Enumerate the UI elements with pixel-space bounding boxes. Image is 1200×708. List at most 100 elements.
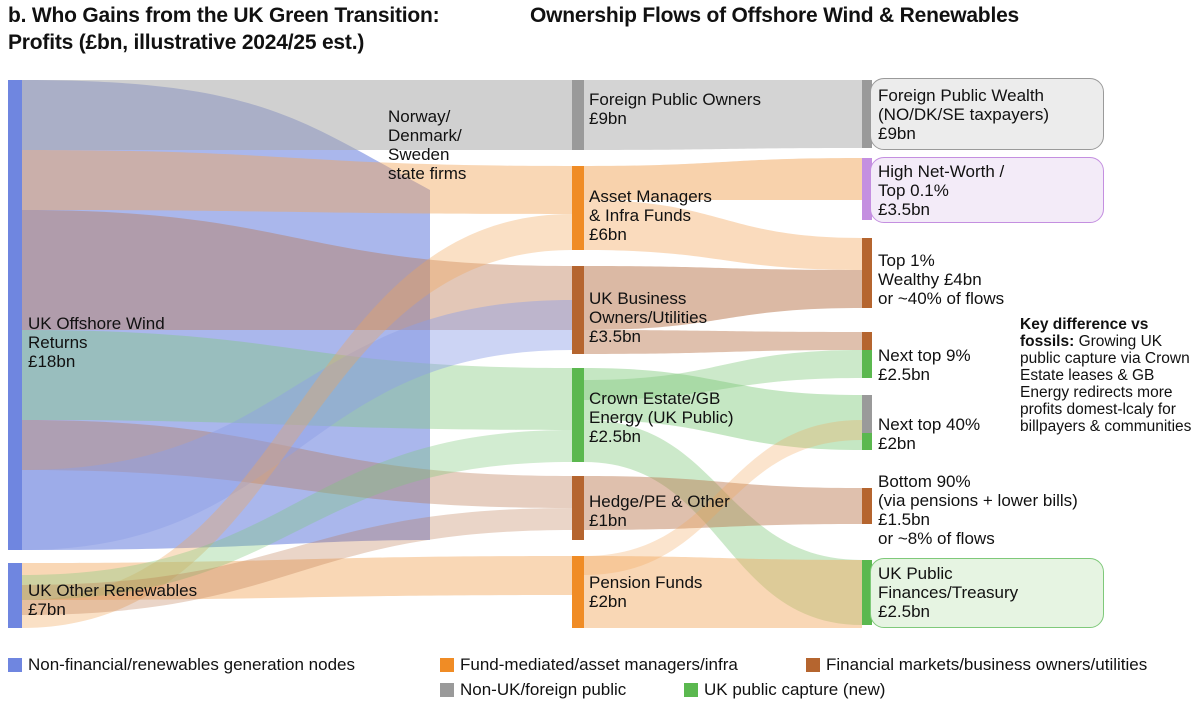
link-hedge-bottom90 xyxy=(584,476,862,530)
label-line: Hedge/PE & Other xyxy=(589,492,730,511)
link-crown-public xyxy=(584,420,862,625)
legend-swatch-gray xyxy=(440,683,454,697)
foreign-wealth-box xyxy=(870,78,1104,150)
sink-public-bar xyxy=(862,560,872,625)
legend-swatch-orange xyxy=(440,658,454,672)
label-value: £9bn xyxy=(589,109,627,128)
label-value: £6bn xyxy=(589,225,627,244)
legend-label: Fund-mediated/asset managers/infra xyxy=(460,655,738,674)
label-line: UK Business xyxy=(589,289,687,308)
link-asset-top1 xyxy=(584,200,862,270)
label-line: state firms xyxy=(388,164,467,183)
node-pension-funds-label: Pension Funds £2bn xyxy=(589,573,702,611)
label-line: Next top 9% xyxy=(878,346,971,365)
note-text: Growing UK public capture via Crown Esta… xyxy=(1020,333,1192,435)
legend-item-financial: Financial markets/business owners/utilit… xyxy=(806,655,1147,675)
sink-next9-brown-bar xyxy=(862,332,872,350)
sink-hnw-label: High Net-Worth / Top 0.1% £3.5bn xyxy=(878,162,1004,219)
node-hedge-pe-label: Hedge/PE & Other £1bn xyxy=(589,492,730,530)
legend-label: Non-UK/foreign public xyxy=(460,680,627,699)
label-value: £1bn xyxy=(589,511,627,530)
key-difference-note: Key difference vs fossils: Growing UK pu… xyxy=(1020,316,1200,435)
sink-top1-bar xyxy=(862,238,872,308)
node-business-bar xyxy=(572,266,584,354)
link-foreign-wealth xyxy=(584,80,862,150)
label-value: £2bn xyxy=(589,592,627,611)
node-asset-managers-label: Asset Managers & Infra Funds £6bn xyxy=(589,187,712,244)
sink-next40-green-bar xyxy=(862,433,872,450)
label-line: Crown Estate/GB xyxy=(589,389,721,408)
node-offshore-bar xyxy=(8,80,22,550)
node-pension-bar xyxy=(572,556,584,628)
link-other-hedge xyxy=(22,508,572,615)
node-crown-bar xyxy=(572,368,584,462)
legend-swatch-blue xyxy=(8,658,22,672)
label-line: Next top 40% xyxy=(878,415,981,434)
link-offshore-crown xyxy=(22,330,572,430)
label-value: £2.5bn xyxy=(589,427,641,446)
label-value: £18bn xyxy=(28,352,76,371)
link-asset-hnw xyxy=(584,158,862,200)
chart-subtitle: Profits (£bn, illustrative 2024/25 est.) xyxy=(8,31,365,54)
label-line: Top 1% xyxy=(878,251,935,270)
link-crown-next40 xyxy=(584,368,862,450)
label-line: Owners/Utilities xyxy=(589,308,708,327)
label-line: Foreign Public Wealth xyxy=(878,86,1044,105)
label-line: UK Public xyxy=(878,564,953,583)
label-value: £9bn xyxy=(878,124,916,143)
link-offshore-foreign xyxy=(22,80,572,150)
hnw-box xyxy=(870,157,1104,223)
node-crown-estate-label: Crown Estate/GB Energy (UK Public) £2.5b… xyxy=(589,389,734,446)
sink-bottom90-bar xyxy=(862,488,872,524)
label-line: Wealthy £4bn xyxy=(878,270,982,289)
link-offshore-hedge xyxy=(22,420,572,508)
legend-item-foreign: Non-UK/foreign public xyxy=(440,680,626,700)
label-line: High Net-Worth / xyxy=(878,162,1005,181)
link-offshore-asset xyxy=(22,150,572,214)
label-line: Returns xyxy=(28,333,88,352)
legend-label: UK public capture (new) xyxy=(704,680,886,699)
label-line: (NO/DK/SE taxpayers) xyxy=(878,105,1049,124)
link-business-next9 xyxy=(584,330,862,354)
note-heading: Key difference vs fossils: xyxy=(1020,316,1149,350)
legend-swatch-brown xyxy=(806,658,820,672)
legend-item-generation: Non-financial/renewables generation node… xyxy=(8,655,355,675)
sink-top1-label: Top 1% Wealthy £4bn or ~40% of flows xyxy=(878,251,1004,308)
node-asset-bar xyxy=(572,166,584,250)
link-other-asset xyxy=(22,214,572,628)
label-line: (via pensions + lower bills) xyxy=(878,491,1078,510)
legend-label: Non-financial/renewables generation node… xyxy=(28,655,355,674)
link-crown-next9 xyxy=(584,350,862,400)
legend-item-fund: Fund-mediated/asset managers/infra xyxy=(440,655,738,675)
label-value: £3.5bn xyxy=(589,327,641,346)
label-line: UK Other Renewables xyxy=(28,581,198,600)
label-line: & Infra Funds xyxy=(589,206,692,225)
label-value: £2bn xyxy=(878,434,916,453)
node-foreign-bar xyxy=(572,80,584,150)
sink-foreign-wealth-label: Foreign Public Wealth (NO/DK/SE taxpayer… xyxy=(878,86,1049,143)
label-line: Norway/ xyxy=(388,107,451,126)
label-line: Denmark/ xyxy=(388,126,462,145)
label-value: £3.5bn xyxy=(878,200,930,219)
link-other-crown xyxy=(22,430,572,600)
legend-label: Financial markets/business owners/utilit… xyxy=(826,655,1148,674)
sink-hnw-bar xyxy=(862,158,872,220)
node-other-bar xyxy=(8,563,22,628)
sink-next40-label: Next top 40% £2bn xyxy=(878,415,980,453)
label-line: Asset Managers xyxy=(589,187,712,206)
label-value: £2.5bn xyxy=(878,602,930,621)
sink-bottom90-label: Bottom 90% (via pensions + lower bills) … xyxy=(878,472,1078,548)
label-line: or ~8% of flows xyxy=(878,529,995,548)
sink-next40-gray-bar xyxy=(862,395,872,433)
sink-public-finances-label: UK Public Finances/Treasury £2.5bn xyxy=(878,564,1018,621)
link-pension-bottom xyxy=(584,556,862,628)
label-line: Sweden xyxy=(388,145,450,164)
link-offshore-business xyxy=(22,210,572,330)
label-line: Pension Funds xyxy=(589,573,703,592)
offshore-mass xyxy=(22,80,430,550)
source-other-label: UK Other Renewables £7bn xyxy=(28,581,197,619)
link-pension-next40 xyxy=(584,420,862,575)
label-line: Foreign Public Owners xyxy=(589,90,761,109)
label-value: £2.5bn xyxy=(878,365,930,384)
